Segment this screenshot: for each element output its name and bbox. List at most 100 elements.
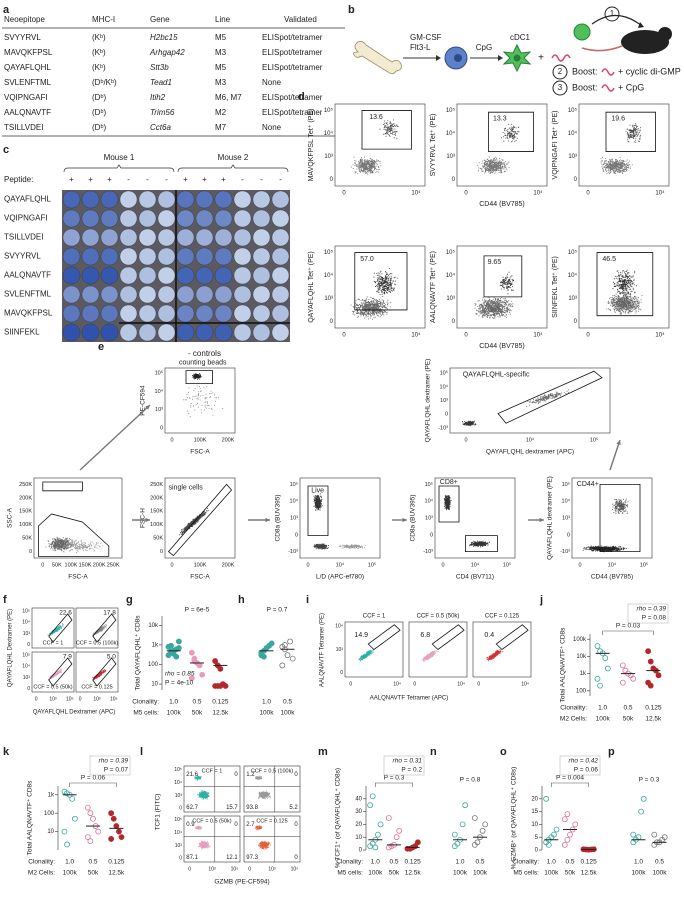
ccf-label: CCF = 0.5 (50k) (33, 684, 72, 690)
event-cloud (499, 271, 514, 295)
cytokine-label: GM-CSF (410, 33, 442, 42)
gate-value: 46.5 (602, 256, 616, 263)
data-point (377, 821, 384, 828)
peptide-label: AALQNAVTF (4, 271, 51, 280)
data-point (647, 658, 654, 665)
x-tick-label: 200K (222, 562, 235, 568)
x-tick-label: 10⁴ (655, 332, 665, 339)
y-tick-label: 0 (567, 532, 570, 538)
data-point (279, 662, 286, 669)
table-cell: Stt3b (150, 63, 169, 72)
y-axis-label: AALQNAVTF Tetramer (PE) (320, 613, 326, 687)
y-tick-label: 10³ (175, 793, 183, 799)
x-tick-label: 50K (52, 562, 62, 568)
panel-letter: n (430, 746, 437, 758)
stats-box (559, 755, 601, 776)
well (195, 304, 214, 323)
x-tick-label: 150K (79, 562, 92, 568)
y-axis-label: % TCF1⁺ (of QAYAFLQHL⁺ CD8s) (335, 768, 342, 868)
step-agent: + cyclic di-GMP (618, 66, 681, 76)
data-point (372, 844, 379, 851)
data-point (414, 839, 421, 846)
data-point (110, 815, 117, 822)
clonality-label: 0.125 (405, 859, 422, 866)
row-label: Clonality: (336, 859, 363, 866)
event-cloud (501, 123, 520, 143)
y-axis-label: FSC-H (140, 508, 147, 528)
x-tick-label: 10³ (208, 866, 216, 872)
p-value: P = 0.06 (81, 775, 106, 782)
flow-arrow-head (402, 517, 407, 523)
y-axis-label: Total QAYAFLQHL⁺ CD8s (135, 615, 142, 691)
quadrant-value: 62.7 (186, 805, 198, 811)
y-tick-label: 10 (531, 822, 538, 828)
data-point (645, 648, 652, 655)
cells-label: 12.5k (581, 870, 598, 877)
table-cell: Trim56 (150, 108, 175, 117)
event-cloud (50, 539, 104, 553)
panel-letter: m (318, 746, 328, 758)
x-tick-label: 0 (342, 191, 346, 197)
data-point (217, 683, 224, 689)
well (176, 247, 195, 266)
stat-text: rho = 0.42 (569, 758, 599, 765)
gate (48, 657, 73, 687)
x-axis-label: FSC-A (190, 449, 210, 456)
well (271, 304, 290, 323)
step-circle (604, 6, 620, 22)
y-axis-label: SSC-A (7, 507, 14, 528)
table-cell: Cct6a (150, 123, 171, 132)
x-axis-label: CD4 (BV711) (456, 574, 494, 581)
y-tick-label: 10⁴ (155, 388, 164, 395)
table-cell: SVYYRVL (4, 33, 41, 42)
gate (92, 613, 117, 643)
gate (42, 481, 83, 492)
y-tick-label: 10⁵ (440, 370, 448, 377)
data-point (196, 662, 203, 669)
event-cloud (313, 493, 323, 511)
y-tick-label: 10³ (336, 647, 344, 653)
well (214, 190, 233, 209)
well (157, 266, 176, 285)
y-tick-label: 0 (574, 319, 578, 325)
significance-bracket (375, 782, 413, 787)
x-tick-label: 0 (170, 437, 173, 443)
data-point (471, 815, 478, 821)
table-cell: (Dᵇ/Kᵇ) (92, 78, 117, 87)
y-tick-label: 10⁵ (562, 481, 570, 488)
cells-label: 100k (259, 710, 274, 717)
y-tick-label: 10k (148, 623, 159, 629)
p-value: P = 6e-5 (185, 607, 210, 614)
stat-text: rho = 0.39 (637, 606, 667, 613)
data-point (661, 834, 668, 841)
stat-text: rho = 0.39 (99, 758, 129, 765)
data-point (393, 834, 400, 841)
table-cell: AALQNAVTF (4, 108, 51, 117)
data-point (108, 836, 115, 842)
y-tick-label: 10³ (324, 154, 333, 160)
x-tick-label: 10⁴ (411, 190, 421, 197)
panel-letter: b (348, 4, 355, 16)
peptide-sign: - (127, 175, 130, 184)
table-cell: H2bc15 (150, 33, 178, 42)
arrow-head (498, 55, 503, 61)
quadrant-value: 97.3 (246, 855, 258, 861)
peptide-sign: + (221, 175, 226, 184)
arrow (591, 14, 643, 27)
well (62, 266, 81, 285)
well (214, 247, 233, 266)
cells-label: 100k (453, 870, 468, 877)
panel-letter: o (500, 746, 507, 758)
data-point (175, 638, 182, 645)
quadrant-value: 12.1 (226, 855, 238, 861)
y-tick-label: 10⁵ (324, 107, 334, 114)
well (157, 285, 176, 304)
y-tick-label: 10⁴ (568, 272, 578, 279)
y-tick-label: 0 (359, 848, 363, 854)
y-tick-label: 10⁵ (174, 817, 182, 823)
panel-letter: c (3, 144, 9, 156)
gate (167, 483, 233, 557)
data-point (87, 810, 94, 817)
clonality-label: 1.0 (634, 859, 643, 866)
